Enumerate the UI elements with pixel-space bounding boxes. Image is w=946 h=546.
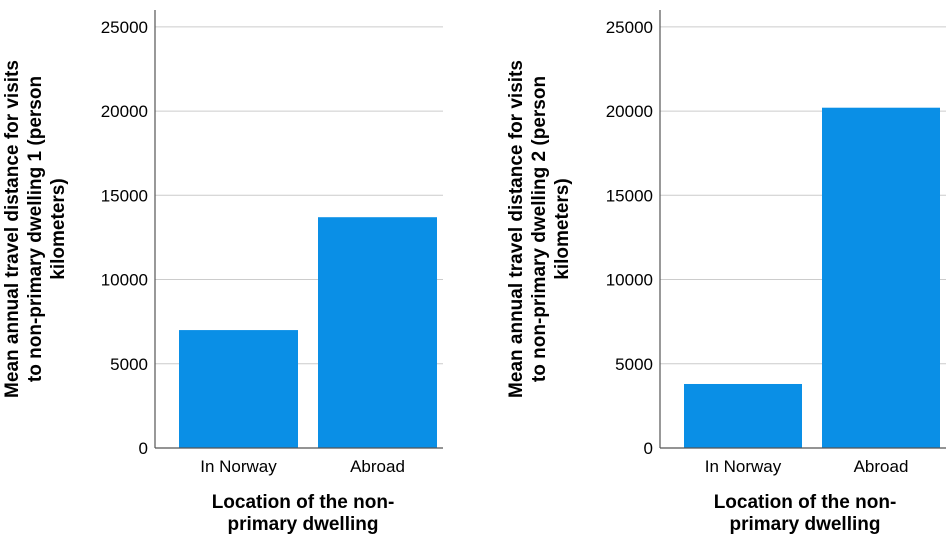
y-tick-label: 15000 xyxy=(101,186,148,205)
x-tick-label: Abroad xyxy=(350,457,405,476)
bar xyxy=(684,383,802,448)
y-axis-title: kilometers) xyxy=(552,178,573,279)
bar xyxy=(822,107,940,448)
y-tick-label: 5000 xyxy=(615,355,653,374)
y-axis-title: Mean annual travel distance for visits xyxy=(506,60,527,398)
y-tick-label: 0 xyxy=(139,439,148,458)
y-tick-label: 10000 xyxy=(101,271,148,290)
y-axis-title: kilometers) xyxy=(48,178,69,279)
y-axis-title: to non-primary dwelling 1 (person xyxy=(25,76,46,382)
y-axis-title: Mean annual travel distance for visits xyxy=(2,60,23,398)
bar xyxy=(318,217,437,448)
x-axis-title: Location of the non- xyxy=(212,492,395,513)
x-tick-label: In Norway xyxy=(705,457,782,476)
y-tick-label: 10000 xyxy=(606,271,653,290)
x-tick-label: Abroad xyxy=(854,457,909,476)
x-axis-title: primary dwelling xyxy=(228,514,379,535)
y-tick-label: 25000 xyxy=(606,18,653,37)
y-tick-label: 20000 xyxy=(101,102,148,121)
y-tick-label: 25000 xyxy=(101,18,148,37)
bar xyxy=(179,330,298,448)
y-tick-label: 5000 xyxy=(110,355,148,374)
y-axis-title: to non-primary dwelling 2 (person xyxy=(529,76,550,382)
chart-panel-2: 0 5000 10000 15000 20000 25000 In Norway Abroad… xyxy=(506,10,946,535)
y-tick-label: 15000 xyxy=(606,186,653,205)
y-tick-label: 20000 xyxy=(606,102,653,121)
x-axis-title: primary dwelling xyxy=(730,514,881,535)
x-tick-label: In Norway xyxy=(200,457,277,476)
y-tick-label: 0 xyxy=(644,439,653,458)
chart-panel-1: 0 5000 10000 15000 20000 25000 In Norway Abroad… xyxy=(2,10,443,535)
x-axis-title: Location of the non- xyxy=(714,492,897,513)
